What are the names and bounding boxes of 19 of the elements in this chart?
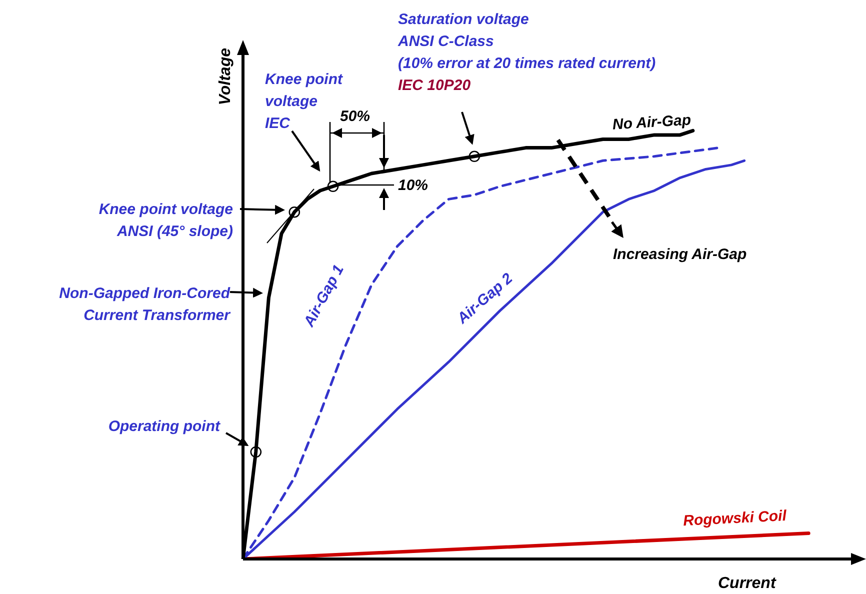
annotation: Increasing Air-Gap	[613, 246, 747, 263]
text: Saturation voltage	[398, 11, 529, 28]
text: Current Transformer	[84, 307, 232, 324]
text: ANSI (45° slope)	[116, 223, 233, 240]
x-axis-title: Current	[718, 575, 776, 592]
text: voltage	[265, 93, 318, 110]
text: Knee point voltage	[98, 201, 233, 218]
text: (10% error at 20 times rated current)	[398, 55, 656, 72]
series-label: No Air-Gap	[612, 112, 692, 134]
text: Operating point	[108, 418, 221, 435]
y-axis-title: Voltage	[217, 48, 234, 106]
series-label: Rogowski Coil	[682, 507, 788, 530]
annotation: 10%	[398, 177, 428, 194]
text: Knee point	[265, 71, 344, 88]
text: ANSI C-Class	[397, 33, 494, 50]
text: 50%	[340, 108, 370, 125]
annotation: IEC	[265, 115, 292, 132]
text: Non-Gapped Iron-Cored	[59, 285, 231, 302]
text: IEC 10P20	[398, 77, 472, 94]
